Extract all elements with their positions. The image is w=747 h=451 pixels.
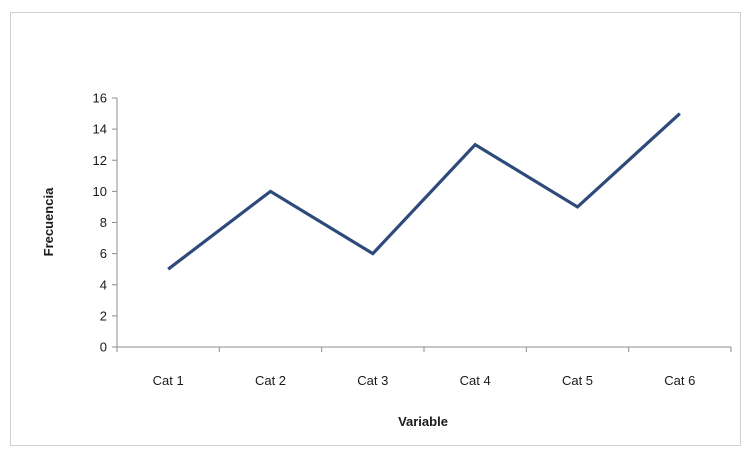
series-group xyxy=(167,112,681,271)
x-tick-label: Cat 6 xyxy=(664,373,695,388)
y-axis: 0 2 4 6 8 10 12 14 16 xyxy=(93,91,118,355)
x-axis: Cat 1 Cat 2 Cat 3 Cat 4 Cat 5 Cat 6 xyxy=(116,346,732,388)
y-tick-label: 0 xyxy=(100,340,107,355)
y-tick-label: 16 xyxy=(93,91,107,106)
x-tick-label: Cat 3 xyxy=(357,373,388,388)
y-tick-label: 6 xyxy=(100,246,107,261)
y-tick-label: 10 xyxy=(93,184,107,199)
x-tick-label: Cat 1 xyxy=(153,373,184,388)
y-tick-label: 12 xyxy=(93,153,107,168)
x-axis-title: Variable xyxy=(398,414,448,429)
y-tick-label: 8 xyxy=(100,215,107,230)
y-tick-label: 4 xyxy=(100,277,107,292)
y-tick-label: 2 xyxy=(100,308,107,323)
y-axis-title: Frecuencia xyxy=(41,187,56,256)
x-tick-label: Cat 2 xyxy=(255,373,286,388)
x-tick-label: Cat 5 xyxy=(562,373,593,388)
y-tick-label: 14 xyxy=(93,122,107,137)
chart-frame xyxy=(10,12,741,446)
x-tick-label: Cat 4 xyxy=(460,373,491,388)
series-line xyxy=(167,112,681,271)
